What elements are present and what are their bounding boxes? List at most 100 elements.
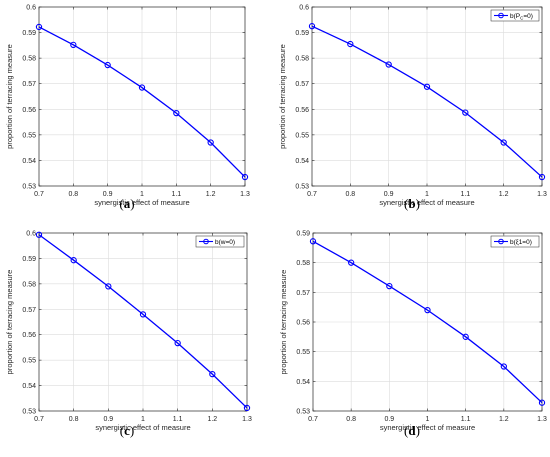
y-tick-label: 0.57 [22,81,36,88]
legend: b(ξ1=0) [490,235,540,248]
series-line [311,25,543,178]
y-tick-label: 0.53 [295,184,309,191]
series-line [38,26,246,178]
series-line [38,234,248,409]
y-tick-label: 0.6 [299,5,309,12]
y-tick-label: 0.57 [296,290,310,297]
data-point [386,282,393,290]
y-tick-label: 0.58 [295,56,309,63]
data-point [500,139,507,146]
y-tick-label: 0.53 [22,184,36,191]
chart-panel-a: 0.7 0.8 0.9 1 1.1 1.2 1.3 0.53 0.54 0.55 0.56 0.57 0… [5,5,250,212]
x-tick-label: 0.8 [345,191,355,198]
legend-label: b(w=0) [215,239,235,246]
chart-panel-b: 0.7 0.8 0.9 1 1.1 1.2 1.3 0.53 0.54 0.55 0.56 0.57 0… [278,5,547,212]
y-tick-label: 0.56 [295,107,309,114]
data-point [35,231,43,238]
x-tick-label: 1.1 [171,191,181,198]
x-tick-label: 0.9 [384,416,394,423]
y-axis-label: proportion of terracing measure [5,44,14,149]
data-point [243,404,251,412]
x-tick-label: 1.3 [240,191,250,198]
x-tick-label: 0.8 [68,191,78,198]
legend-box [490,235,540,248]
legend-box [195,235,245,248]
x-tick-label: 0.7 [34,416,44,423]
x-tick-label: 1.2 [499,191,509,198]
y-tick-label: 0.54 [296,379,310,386]
y-tick-label: 0.55 [296,349,310,356]
x-tick-label: 1.2 [499,416,509,423]
y-tick-label: 0.59 [296,231,310,238]
panel-caption: (a) [119,196,134,211]
chart-panel-d: 0.7 0.8 0.9 1 1.1 1.2 1.3 0.53 0.54 0.55 0.56 0.57 0… [279,231,547,439]
legend-marker [203,238,209,245]
legend-marker [498,238,504,245]
data-point [538,399,546,406]
y-tick-label: 0.59 [295,30,309,37]
x-tick-label: 0.9 [384,191,394,198]
grid [313,233,542,411]
data-point [309,238,317,245]
data-point [173,109,180,117]
x-tick-label: 1.3 [242,416,252,423]
y-tick-label: 0.53 [296,409,310,416]
y-tick-label: 0.56 [296,320,310,327]
y-tick-label: 0.58 [22,281,36,288]
panel-caption: (c) [120,423,134,438]
y-tick-label: 0.58 [296,260,310,267]
series-line [312,240,543,404]
x-axis-label: synergistic effect of measure [94,198,189,207]
panel-caption: (d) [404,423,420,438]
y-tick-label: 0.53 [22,409,36,416]
data-point [500,363,507,370]
data-point [105,283,112,290]
x-tick-label: 1 [425,191,429,198]
grid [39,7,245,186]
y-tick-label: 0.57 [295,81,309,88]
x-tick-label: 0.7 [34,191,44,198]
legend-label: b(ξ1=0) [510,239,532,246]
y-axis-label: proportion of terracing measure [5,270,14,375]
y-tick-label: 0.54 [22,383,36,390]
data-point [462,109,469,116]
data-point [462,333,469,340]
legend-box [490,9,540,22]
data-point [104,61,111,69]
legend: b(w=0) [195,235,245,248]
x-tick-label: 1 [141,416,145,423]
data-point [138,84,146,91]
grid [312,7,542,186]
x-tick-label: 1.3 [537,191,547,198]
data-point [308,23,316,30]
x-axis-label: synergistic effect of measure [379,198,474,207]
y-tick-label: 0.6 [26,231,36,238]
x-axis-label: synergistic effect of measure [380,423,475,432]
x-axis-label: synergistic effect of measure [95,423,190,432]
legend-label: b(PC=0) [510,13,533,21]
y-axis-label: proportion of terracing measure [279,270,288,375]
y-tick-label: 0.56 [22,332,36,339]
y-tick-label: 0.59 [22,256,36,263]
x-tick-label: 0.9 [103,191,113,198]
data-point [348,259,355,266]
data-point [423,83,431,90]
data-point [139,311,147,318]
y-tick-label: 0.55 [22,358,36,365]
data-point [538,173,546,181]
legend: b(PC=0) [490,9,540,22]
data-point [385,61,392,68]
x-tick-label: 0.8 [69,416,79,423]
data-point [174,339,181,347]
data-point [347,40,354,48]
y-tick-label: 0.55 [22,132,36,139]
panel-caption: (b) [404,196,420,211]
data-point [209,370,216,378]
data-point [70,41,77,48]
x-tick-label: 1.1 [173,416,183,423]
data-point [70,257,77,264]
legend-marker [498,12,504,19]
x-tick-label: 1.2 [206,191,216,198]
x-tick-label: 0.9 [103,416,113,423]
